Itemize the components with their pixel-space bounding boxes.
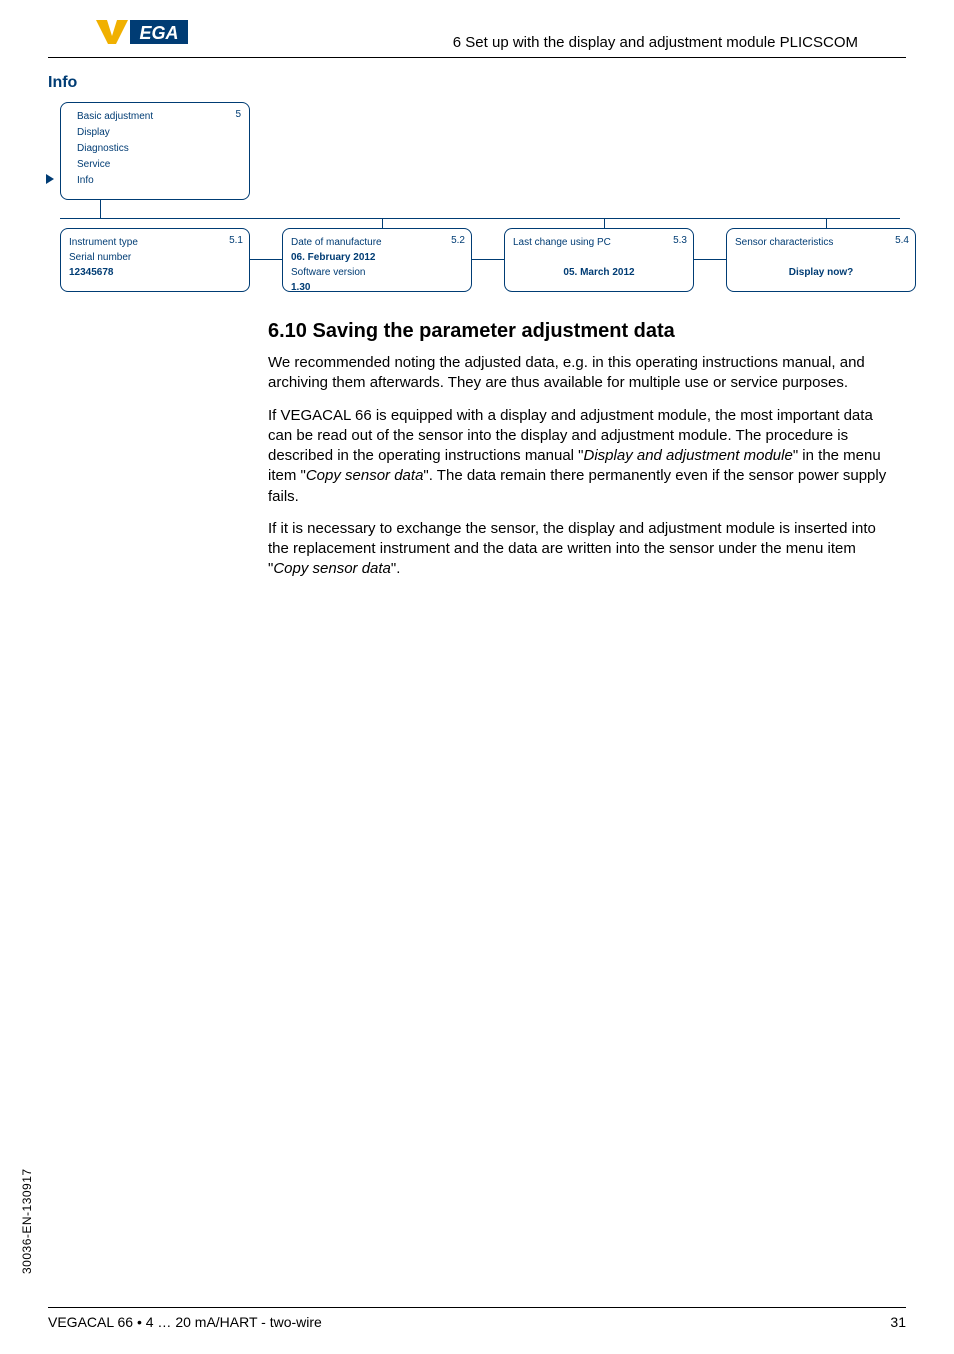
box-line: Sensor characteristics	[735, 235, 907, 250]
footer-left: VEGACAL 66 • 4 … 20 mA/HART - two-wire	[48, 1314, 322, 1330]
box-number: 5.4	[895, 233, 909, 248]
box-number: 5.1	[229, 233, 243, 248]
connector	[60, 218, 900, 219]
connector	[604, 218, 605, 228]
connector	[694, 259, 726, 260]
menu-item: Diagnostics	[77, 141, 241, 157]
text-italic: Copy sensor data	[306, 467, 424, 484]
text-italic: Display and adjustment module	[584, 447, 793, 464]
connector	[100, 200, 101, 218]
box-number: 5.2	[451, 233, 465, 248]
menu-item: Basic adjustment	[77, 109, 241, 125]
svg-text:EGA: EGA	[139, 23, 178, 43]
box-line: 05. March 2012	[513, 265, 685, 280]
box-number: 5.3	[673, 233, 687, 248]
connector	[472, 259, 504, 260]
box-line: 12345678	[69, 265, 241, 280]
section-heading: 6.10 Saving the parameter adjustment dat…	[268, 320, 894, 343]
box-line: 06. February 2012	[291, 250, 463, 265]
header-title: 6 Set up with the display and adjustment…	[453, 34, 858, 51]
menu-item: Info	[77, 173, 241, 189]
box-line: Date of manufacture	[291, 235, 463, 250]
box-line: Serial number	[69, 250, 241, 265]
box-line: Software version	[291, 265, 463, 280]
menu-box: 5 Basic adjustment Display Diagnostics S…	[60, 102, 250, 200]
info-box-instrument: 5.1 Instrument type Serial number 123456…	[60, 228, 250, 292]
connector	[826, 218, 827, 228]
section-paragraph: We recommended noting the adjusted data,…	[268, 353, 894, 394]
info-box-manufacture: 5.2 Date of manufacture 06. February 201…	[282, 228, 472, 292]
connector	[250, 259, 282, 260]
footer-page: 31	[890, 1314, 906, 1330]
menu-pointer-icon	[46, 174, 54, 184]
connector	[382, 218, 383, 228]
menu-number: 5	[235, 107, 241, 123]
info-heading: Info	[48, 74, 954, 92]
box-line	[513, 250, 685, 265]
info-box-lastchange: 5.3 Last change using PC 05. March 2012	[504, 228, 694, 292]
section-paragraph: If it is necessary to exchange the senso…	[268, 519, 894, 580]
text-run: ".	[391, 560, 401, 577]
menu-item: Service	[77, 157, 241, 173]
box-line	[735, 250, 907, 265]
side-doc-id: 30036-EN-130917	[20, 1168, 34, 1274]
section-paragraph: If VEGACAL 66 is equipped with a display…	[268, 406, 894, 507]
box-line: Display now?	[735, 265, 907, 280]
box-line: Instrument type	[69, 235, 241, 250]
text-italic: Copy sensor data	[273, 560, 391, 577]
menu-item: Display	[77, 125, 241, 141]
info-box-characteristics: 5.4 Sensor characteristics Display now?	[726, 228, 916, 292]
vega-logo: EGA	[96, 18, 190, 46]
box-line: 1.30	[291, 280, 463, 295]
menu-diagram: 5 Basic adjustment Display Diagnostics S…	[40, 102, 914, 302]
box-line: Last change using PC	[513, 235, 685, 250]
